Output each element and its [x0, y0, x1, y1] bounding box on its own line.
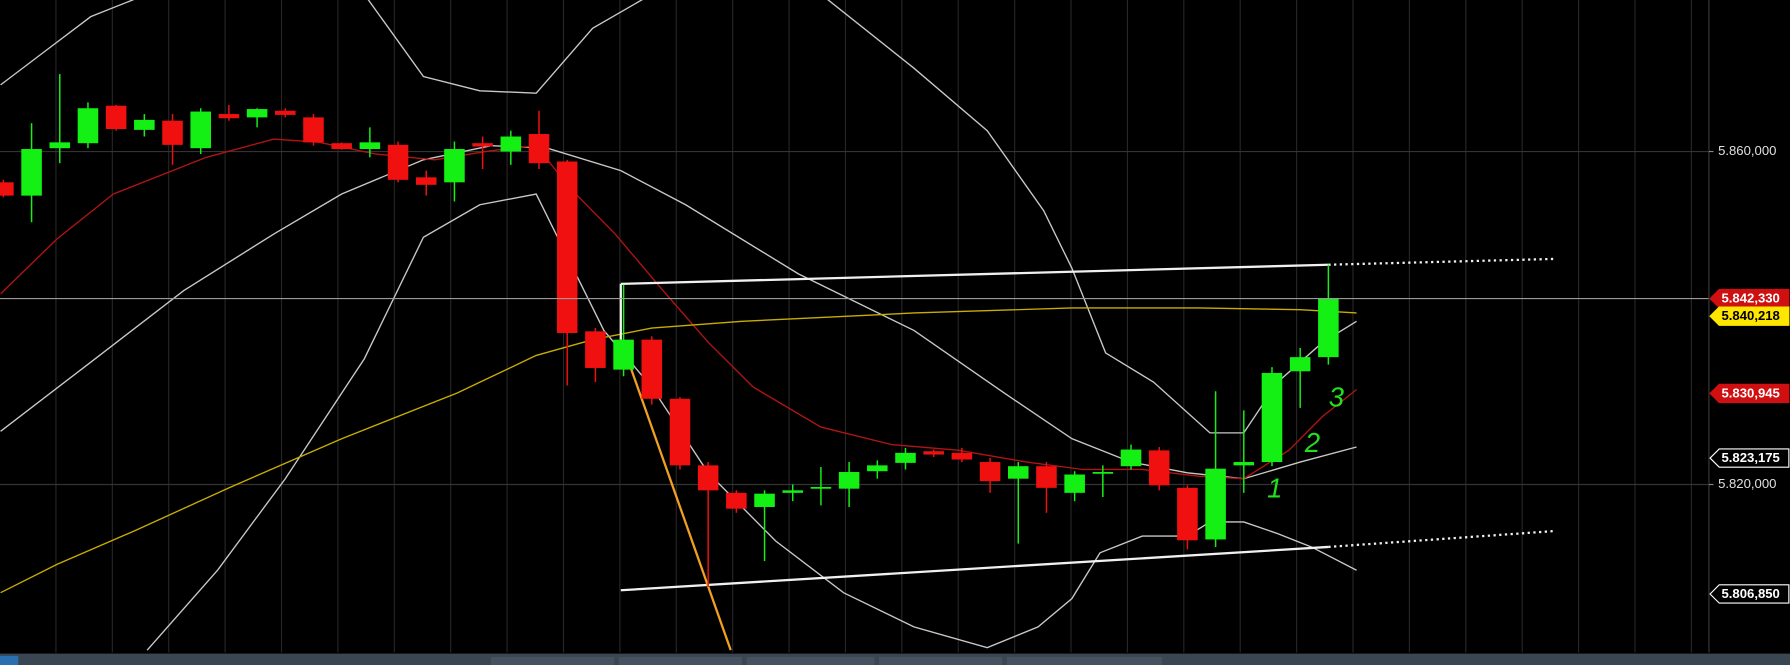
candle-body [162, 120, 183, 145]
candle-body [49, 142, 71, 149]
candle-body [867, 465, 888, 472]
candle-body [1318, 298, 1339, 358]
annotation: 1 [1267, 473, 1282, 504]
candle-body [21, 149, 42, 196]
candle-body [105, 105, 127, 130]
candle-body [246, 109, 268, 118]
price-tag-label: 5.840,218 [1722, 308, 1780, 323]
bottom-bar [0, 653, 1790, 665]
candle-body [77, 108, 99, 144]
candle-body [782, 490, 804, 493]
tab[interactable] [490, 657, 615, 665]
candle-body [1289, 357, 1311, 372]
candle-body [303, 117, 324, 143]
trendline [620, 263, 1329, 286]
indicator-line [0, 138, 1357, 480]
price-tag-label: 5.842,330 [1722, 291, 1780, 306]
price-tag [1709, 584, 1790, 604]
indicator-line [0, 0, 1357, 434]
price-tag-label: 5.806,850 [1722, 586, 1780, 601]
price-axis: 5.860,000 5.820,000 5.842,330 5.840,218 5.83… [1708, 143, 1790, 604]
candle-body [585, 331, 606, 368]
candle-body [1092, 472, 1114, 474]
candle-body [528, 134, 550, 164]
price-tag [1709, 288, 1790, 309]
candle-body [613, 339, 634, 370]
candle-body [1120, 449, 1142, 467]
candle-body [1233, 462, 1255, 466]
candle-body [0, 182, 14, 196]
candle-body [1148, 450, 1170, 486]
candle-body [331, 143, 352, 150]
candle-body [1177, 487, 1198, 541]
candle-body [810, 487, 832, 489]
y-tick-label: 5.860,000 [1718, 143, 1776, 158]
candle-body [669, 398, 691, 466]
trendline [620, 545, 1329, 592]
candle-body [1064, 474, 1085, 493]
candle-body [444, 149, 465, 183]
candle-body [359, 142, 381, 150]
candle-body [134, 119, 155, 130]
candle-body [415, 177, 437, 185]
candle-body [275, 110, 296, 115]
tab[interactable] [746, 657, 875, 665]
trendline [1328, 529, 1555, 549]
candle-body [979, 462, 1001, 482]
candle-body [838, 472, 860, 489]
annotation: 2 [1304, 427, 1320, 458]
candle-body [190, 111, 211, 149]
candle-body [1007, 466, 1029, 479]
candle-body [556, 161, 578, 333]
trendline [619, 339, 732, 651]
candle-body [726, 492, 747, 509]
candle-body [500, 136, 522, 152]
y-tick-label: 5.820,000 [1718, 476, 1776, 491]
candle-body [1261, 372, 1283, 463]
candle-body [472, 143, 493, 147]
candle-body [1036, 466, 1057, 488]
candle-body [218, 114, 240, 119]
candle-body [951, 452, 973, 460]
candle-body [697, 465, 719, 491]
candle-body [754, 493, 775, 507]
tab[interactable] [1006, 657, 1163, 665]
tab[interactable] [879, 657, 1003, 665]
candle-body [1205, 468, 1226, 540]
price-tag [1709, 448, 1790, 468]
price-tag-label: 5.823,175 [1722, 450, 1780, 465]
indicator-line [0, 144, 1357, 480]
candle-body [923, 451, 944, 455]
candle-body [895, 452, 916, 463]
price-tag [1709, 383, 1790, 404]
price-tag-label: 5.830,945 [1722, 385, 1780, 400]
candle-body [387, 144, 409, 180]
price-tag [1709, 306, 1790, 326]
plot-area [0, 0, 1709, 651]
candle-body [641, 339, 663, 399]
annotation: 3 [1329, 381, 1344, 412]
corner-button[interactable] [0, 655, 19, 665]
grid [0, 0, 1709, 653]
tab[interactable] [618, 657, 743, 665]
